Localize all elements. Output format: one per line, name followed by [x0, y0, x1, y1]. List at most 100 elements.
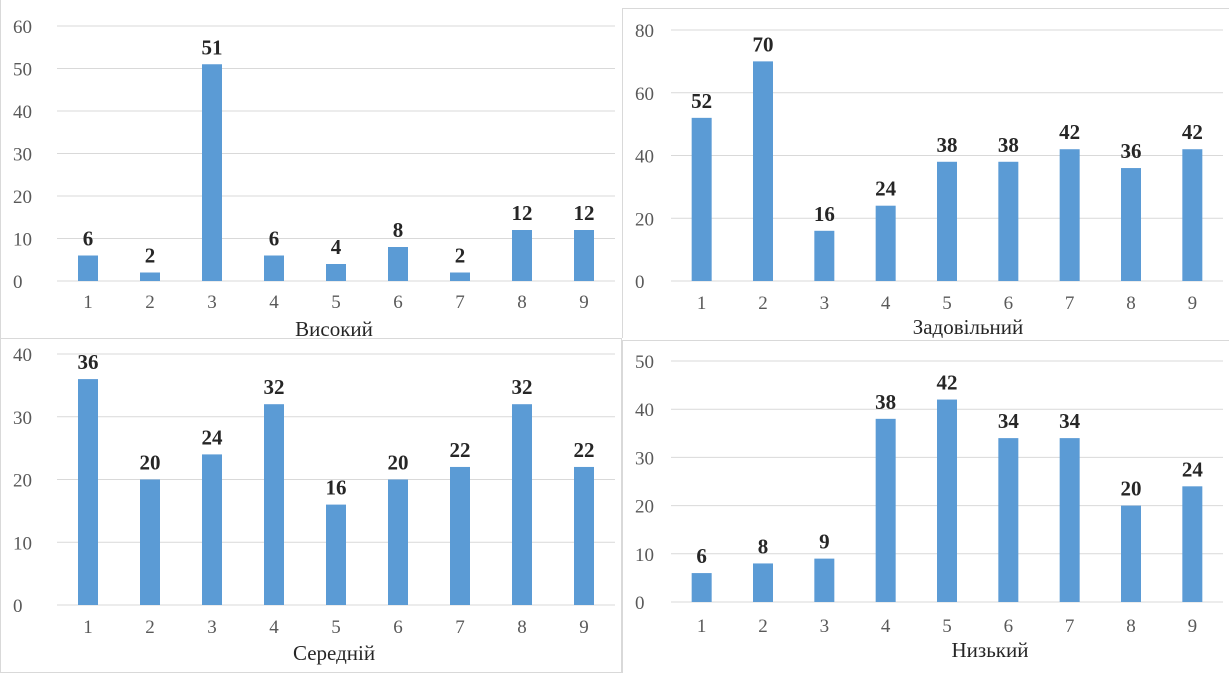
data-label: 38: [998, 133, 1019, 157]
x-tick-label: 8: [1126, 616, 1136, 637]
bar: [78, 379, 98, 605]
data-label: 38: [875, 390, 896, 414]
x-tick-label: 8: [517, 617, 527, 638]
bar: [388, 247, 408, 281]
x-tick-label: 3: [207, 292, 217, 313]
x-tick-label: 9: [1188, 293, 1198, 314]
data-label: 22: [574, 438, 595, 462]
data-label: 20: [140, 451, 161, 475]
bar: [450, 272, 470, 281]
x-tick-label: 4: [881, 293, 891, 314]
data-label: 8: [393, 218, 404, 242]
bar: [1121, 505, 1141, 602]
x-tick-label: 6: [393, 292, 403, 313]
data-label: 12: [512, 201, 533, 225]
data-label: 2: [145, 244, 156, 268]
bar: [937, 161, 957, 281]
x-tick-label: 5: [331, 292, 341, 313]
y-tick-label: 10: [13, 230, 32, 251]
y-tick-label: 0: [13, 272, 23, 293]
y-tick-label: 0: [13, 596, 23, 617]
x-tick-label: 7: [1065, 293, 1075, 314]
chart-panel-vysokyi: 0 10 20 30 40 50 60 6 1 2 2 51 3 6 4 4 5 8 6 2 7 12 8 12 9 Високи…: [0, 0, 622, 338]
y-tick-label: 60: [13, 17, 32, 38]
y-tick-label: 40: [635, 400, 654, 421]
x-tick-label: 1: [697, 293, 707, 314]
data-label: 70: [753, 32, 774, 56]
x-tick-label: 3: [820, 616, 830, 637]
bar: [140, 479, 160, 605]
bar: [202, 64, 222, 281]
x-tick-label: 2: [758, 616, 768, 637]
bar: [998, 438, 1019, 602]
y-tick-label: 50: [13, 60, 32, 81]
data-label: 6: [269, 227, 280, 251]
y-tick-label: 40: [13, 102, 32, 123]
x-tick-label: 1: [83, 617, 93, 638]
data-label: 9: [819, 530, 830, 554]
bar: [1059, 438, 1080, 602]
bar: [691, 573, 712, 602]
bar: [1059, 149, 1080, 281]
bar: [814, 230, 835, 281]
bar: [202, 454, 222, 605]
data-label: 42: [1059, 120, 1080, 144]
x-tick-label: 3: [207, 617, 217, 638]
data-label: 16: [326, 476, 347, 500]
data-label: 42: [1182, 120, 1203, 144]
x-tick-label: 5: [331, 617, 341, 638]
bar: [450, 466, 470, 605]
chart-title: Середній: [293, 641, 375, 665]
x-tick-label: 4: [269, 617, 279, 638]
x-tick-label: 5: [942, 616, 952, 637]
y-tick-label: 80: [635, 21, 654, 42]
y-tick-label: 20: [13, 187, 32, 208]
data-label: 22: [450, 438, 471, 462]
bar: [388, 479, 408, 605]
x-tick-label: 5: [942, 293, 952, 314]
data-label: 20: [388, 451, 409, 475]
x-tick-label: 4: [881, 616, 891, 637]
bar: [753, 563, 773, 602]
bar: [326, 264, 346, 281]
bar: [814, 558, 835, 602]
x-tick-label: 2: [145, 292, 155, 313]
y-tick-label: 40: [13, 345, 32, 366]
bar: [1182, 149, 1203, 281]
chart-panel-nyzkyi: 0 10 20 30 40 50 6 1 8 2 9 3 38 4 42 5 34 6 34 7 20 8 24 9 Низьк…: [622, 340, 1229, 673]
bar: [691, 117, 712, 281]
x-tick-label: 8: [517, 292, 527, 313]
bar: [512, 404, 532, 605]
bar: [78, 255, 98, 281]
x-tick-label: 6: [1004, 293, 1014, 314]
x-tick-label: 6: [393, 617, 403, 638]
x-tick-label: 8: [1126, 293, 1136, 314]
data-label: 34: [998, 409, 1020, 433]
y-tick-label: 20: [13, 471, 32, 492]
x-tick-label: 9: [579, 292, 589, 313]
bar: [574, 230, 594, 281]
bar: [326, 504, 346, 605]
bar-chart-nyzkyi: 0 10 20 30 40 50 6 1 8 2 9 3 38 4 42 5 34 6 34 7 20 8 24 9 Низьк…: [635, 352, 1223, 662]
y-tick-label: 20: [635, 209, 654, 230]
data-label: 36: [1121, 139, 1142, 163]
data-label: 52: [691, 89, 712, 113]
data-label: 12: [574, 201, 595, 225]
bar-chart-serednii: 0 10 20 30 40 36 1 20 2 24 3 32 4 16 5 20 6 22 7 32 8 22 9 Сере…: [13, 345, 615, 665]
chart-panel-serednii: 0 10 20 30 40 36 1 20 2 24 3 32 4 16 5 20 6 22 7 32 8 22 9 Сере…: [0, 338, 622, 673]
data-label: 38: [937, 133, 958, 157]
x-tick-label: 3: [820, 293, 830, 314]
bar: [1121, 168, 1141, 281]
y-tick-label: 50: [635, 352, 654, 373]
data-label: 34: [1059, 409, 1081, 433]
bar: [998, 161, 1019, 281]
y-tick-label: 30: [13, 145, 32, 166]
y-tick-label: 0: [635, 593, 645, 614]
x-tick-label: 7: [455, 617, 465, 638]
data-label: 51: [202, 35, 223, 59]
bar: [875, 205, 896, 281]
bar-chart-vysokyi: 0102030405060612251364458627128129Високи…: [13, 17, 615, 338]
bar: [264, 404, 284, 605]
x-tick-label: 4: [269, 292, 279, 313]
